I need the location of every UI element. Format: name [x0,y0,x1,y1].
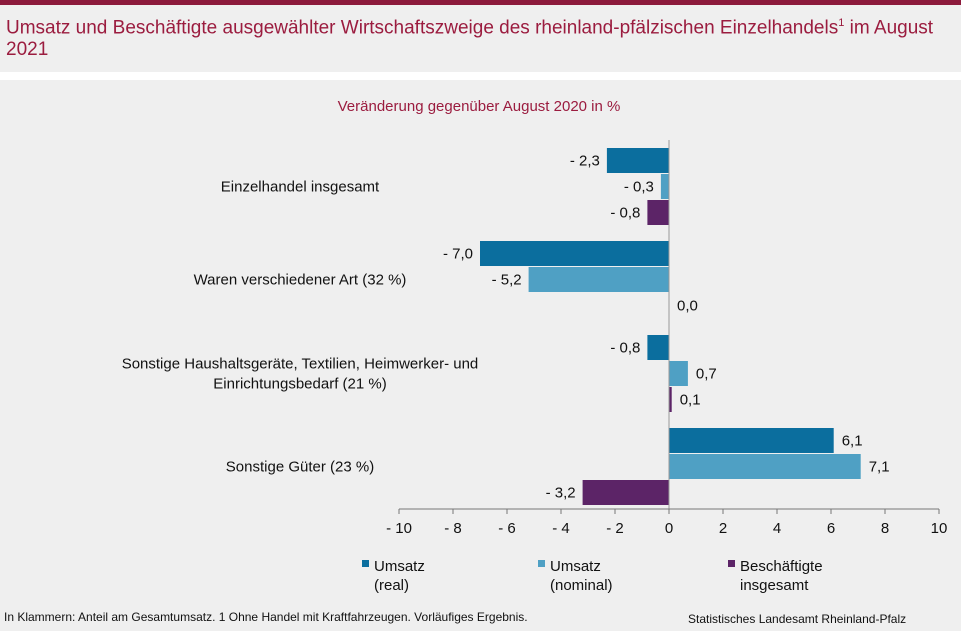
bar-s2-c3 [582,480,669,505]
footnote: In Klammern: Anteil am Gesamtumsatz. 1 O… [4,610,528,624]
x-tick-label-8: 6 [827,520,835,537]
data-label-s2-c2: 0,1 [680,392,701,409]
chart-subtitle: Veränderung gegenüber August 2020 in % [338,98,621,115]
data-label-s0-c1: - 7,0 [443,246,473,263]
x-tick-label-3: - 4 [552,520,570,537]
legend-label-1-line0: Umsatz [550,558,601,575]
x-tick-label-4: - 2 [606,520,624,537]
data-label-s2-c3: - 3,2 [546,485,576,502]
x-tick-label-10: 10 [931,520,948,537]
bar-s0-c3 [669,428,834,453]
bar-s1-c2 [669,361,688,386]
category-label-1: Waren verschiedener Art (32 %) [194,272,407,289]
legend-swatch-0 [362,560,369,567]
bar-s0-c1 [480,241,669,266]
x-tick-label-9: 8 [881,520,889,537]
data-label-s1-c3: 7,1 [869,459,890,476]
source-credit: Statistisches Landesamt Rheinland-Pfalz [688,612,907,626]
category-label-3: Sonstige Güter (23 %) [226,459,374,476]
bar-s2-c2 [669,387,672,412]
x-tick-label-1: - 8 [444,520,462,537]
data-label-s2-c1: 0,0 [677,298,698,315]
category-label-0: Einzelhandel insgesamt [221,179,380,196]
legend-label-2-line1: insgesamt [740,577,809,594]
title-tail: im August 2021 [6,17,934,61]
bar-s0-c0 [606,148,669,173]
data-label-s1-c2: 0,7 [696,366,717,383]
data-label-s2-c0: - 0,8 [610,205,640,222]
data-label-s0-c2: - 0,8 [610,340,640,357]
data-label-s0-c0: - 2,3 [570,153,600,170]
title-divider [0,72,961,80]
bar-s1-c1 [528,267,669,292]
bar-s1-c0 [660,174,669,199]
top-accent-bar [0,0,961,5]
data-label-s1-c0: - 0,3 [624,179,654,196]
legend-label-1-line1: (nominal) [550,577,613,594]
legend-swatch-2 [728,560,735,567]
category-label-2-line1: Einrichtungsbedarf (21 %) [213,376,386,393]
x-tick-label-2: - 6 [498,520,516,537]
x-tick-label-6: 2 [719,520,727,537]
data-label-s1-c1: - 5,2 [492,272,522,289]
bar-s0-c2 [647,335,669,360]
plot-area: - 2,3 - 7,0 - 0,8 6,1 - 0,3 - 5,2 0,7 7,1 - 0,8 0… [122,140,948,594]
legend-label-0-line1: (real) [374,577,409,594]
bar-chart: Veränderung gegenüber August 2020 in % -… [122,98,948,594]
bar-s1-c3 [669,454,861,479]
legend-label-2-line0: Beschäftigte [740,558,823,575]
x-tick-label-5: 0 [665,520,673,537]
legend-label-0-line0: Umsatz [374,558,425,575]
title-footnote-marker: 1 [838,17,845,29]
legend-swatch-1 [538,560,545,567]
x-tick-label-7: 4 [773,520,781,537]
page-title: Umsatz und Beschäftigte ausgewählter Wir… [6,12,951,61]
x-tick-label-0: - 10 [386,520,412,537]
data-label-s0-c3: 6,1 [842,433,863,450]
title-main: Umsatz und Beschäftigte ausgewählter Wir… [6,17,839,39]
category-label-2-line0: Sonstige Haushaltsgeräte, Textilien, Hei… [122,356,479,373]
bar-s2-c0 [647,200,669,225]
